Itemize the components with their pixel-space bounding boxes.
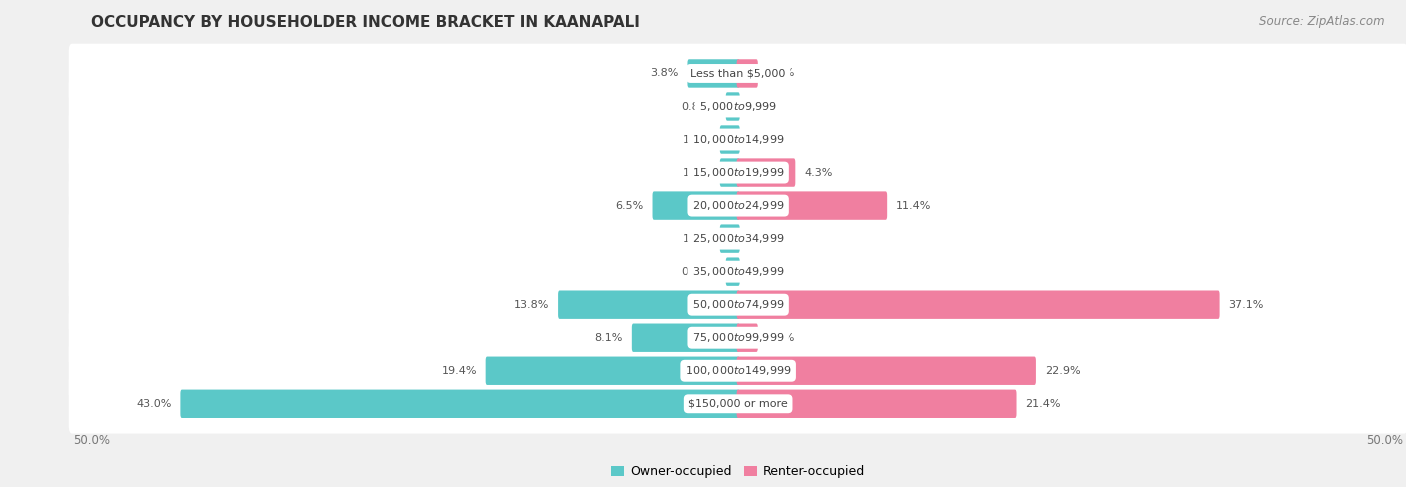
Text: 1.4%: 1.4%	[766, 333, 794, 343]
Text: $10,000 to $14,999: $10,000 to $14,999	[692, 133, 785, 146]
FancyBboxPatch shape	[69, 374, 1406, 433]
FancyBboxPatch shape	[631, 323, 740, 352]
Text: 3.8%: 3.8%	[650, 69, 679, 78]
FancyBboxPatch shape	[737, 59, 758, 88]
FancyBboxPatch shape	[69, 143, 1406, 202]
Text: 4.3%: 4.3%	[804, 168, 832, 178]
Text: 0.0%: 0.0%	[748, 134, 776, 145]
FancyBboxPatch shape	[69, 77, 1406, 136]
Text: 0.84%: 0.84%	[682, 267, 717, 277]
Text: $35,000 to $49,999: $35,000 to $49,999	[692, 265, 785, 278]
Text: $15,000 to $19,999: $15,000 to $19,999	[692, 166, 785, 179]
FancyBboxPatch shape	[737, 191, 887, 220]
Text: 1.3%: 1.3%	[683, 134, 711, 145]
FancyBboxPatch shape	[69, 308, 1406, 368]
Text: $150,000 or more: $150,000 or more	[689, 399, 787, 409]
FancyBboxPatch shape	[737, 356, 1036, 385]
FancyBboxPatch shape	[69, 176, 1406, 235]
Text: 43.0%: 43.0%	[136, 399, 172, 409]
Text: 22.9%: 22.9%	[1045, 366, 1080, 376]
FancyBboxPatch shape	[720, 158, 740, 187]
FancyBboxPatch shape	[688, 59, 740, 88]
Text: $25,000 to $34,999: $25,000 to $34,999	[692, 232, 785, 245]
Text: $5,000 to $9,999: $5,000 to $9,999	[699, 100, 778, 113]
Text: Less than $5,000: Less than $5,000	[690, 69, 786, 78]
Text: $100,000 to $149,999: $100,000 to $149,999	[685, 364, 792, 377]
FancyBboxPatch shape	[558, 290, 740, 319]
Text: 0.0%: 0.0%	[748, 101, 776, 112]
Text: Source: ZipAtlas.com: Source: ZipAtlas.com	[1260, 15, 1385, 28]
Legend: Owner-occupied, Renter-occupied: Owner-occupied, Renter-occupied	[606, 460, 870, 483]
FancyBboxPatch shape	[737, 290, 1219, 319]
FancyBboxPatch shape	[69, 110, 1406, 169]
Text: 37.1%: 37.1%	[1229, 300, 1264, 310]
Text: 8.1%: 8.1%	[595, 333, 623, 343]
FancyBboxPatch shape	[69, 341, 1406, 400]
FancyBboxPatch shape	[720, 125, 740, 154]
Text: 19.4%: 19.4%	[441, 366, 477, 376]
FancyBboxPatch shape	[180, 390, 740, 418]
FancyBboxPatch shape	[737, 158, 796, 187]
FancyBboxPatch shape	[725, 93, 740, 121]
FancyBboxPatch shape	[69, 44, 1406, 103]
FancyBboxPatch shape	[485, 356, 740, 385]
FancyBboxPatch shape	[69, 209, 1406, 268]
Text: 6.5%: 6.5%	[616, 201, 644, 210]
Text: 1.4%: 1.4%	[766, 69, 794, 78]
FancyBboxPatch shape	[652, 191, 740, 220]
FancyBboxPatch shape	[69, 275, 1406, 335]
Text: 13.8%: 13.8%	[515, 300, 550, 310]
Text: 0.0%: 0.0%	[748, 267, 776, 277]
Text: OCCUPANCY BY HOUSEHOLDER INCOME BRACKET IN KAANAPALI: OCCUPANCY BY HOUSEHOLDER INCOME BRACKET …	[91, 15, 640, 30]
FancyBboxPatch shape	[725, 258, 740, 286]
Text: 0.0%: 0.0%	[748, 234, 776, 244]
Text: $50,000 to $74,999: $50,000 to $74,999	[692, 298, 785, 311]
Text: 1.3%: 1.3%	[683, 168, 711, 178]
Text: $75,000 to $99,999: $75,000 to $99,999	[692, 331, 785, 344]
FancyBboxPatch shape	[720, 225, 740, 253]
FancyBboxPatch shape	[69, 242, 1406, 301]
Text: $20,000 to $24,999: $20,000 to $24,999	[692, 199, 785, 212]
FancyBboxPatch shape	[737, 390, 1017, 418]
Text: 1.3%: 1.3%	[683, 234, 711, 244]
Text: 21.4%: 21.4%	[1025, 399, 1060, 409]
Text: 11.4%: 11.4%	[896, 201, 931, 210]
Text: 0.84%: 0.84%	[682, 101, 717, 112]
FancyBboxPatch shape	[737, 323, 758, 352]
